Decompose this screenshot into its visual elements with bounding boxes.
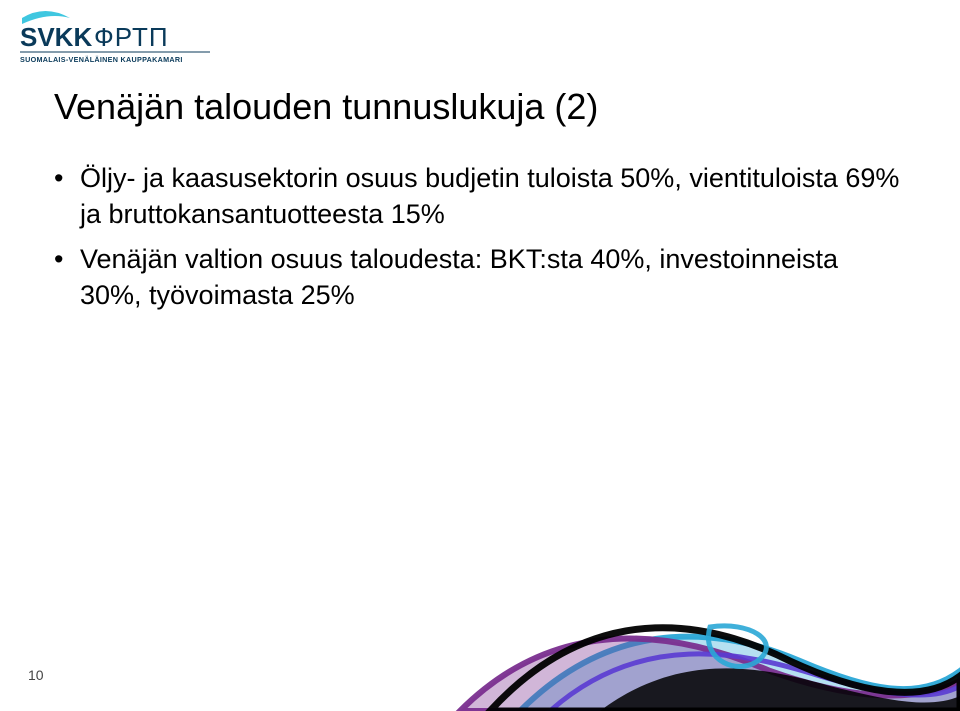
logo: SVKK ФРТП SUOMALAIS-VENÄLÄINEN KAUPPAKAM… xyxy=(20,10,220,70)
slide: SVKK ФРТП SUOMALAIS-VENÄLÄINEN KAUPPAKAM… xyxy=(0,0,960,711)
wave-decoration xyxy=(400,531,960,711)
logo-text-right: ФРТП xyxy=(94,22,169,52)
page-number: 10 xyxy=(28,667,44,683)
bullet-item: Öljy- ja kaasusektorin osuus budjetin tu… xyxy=(54,160,900,233)
logo-svg: SVKK ФРТП SUOMALAIS-VENÄLÄINEN KAUPPAKAM… xyxy=(20,10,220,70)
logo-subtitle: SUOMALAIS-VENÄLÄINEN KAUPPAKAMARI xyxy=(20,55,183,64)
bullet-item: Venäjän valtion osuus taloudesta: BKT:st… xyxy=(54,241,900,314)
slide-title: Venäjän talouden tunnuslukuja (2) xyxy=(54,86,598,128)
logo-text-left: SVKK xyxy=(20,22,92,52)
bullet-list: Öljy- ja kaasusektorin osuus budjetin tu… xyxy=(54,160,900,322)
